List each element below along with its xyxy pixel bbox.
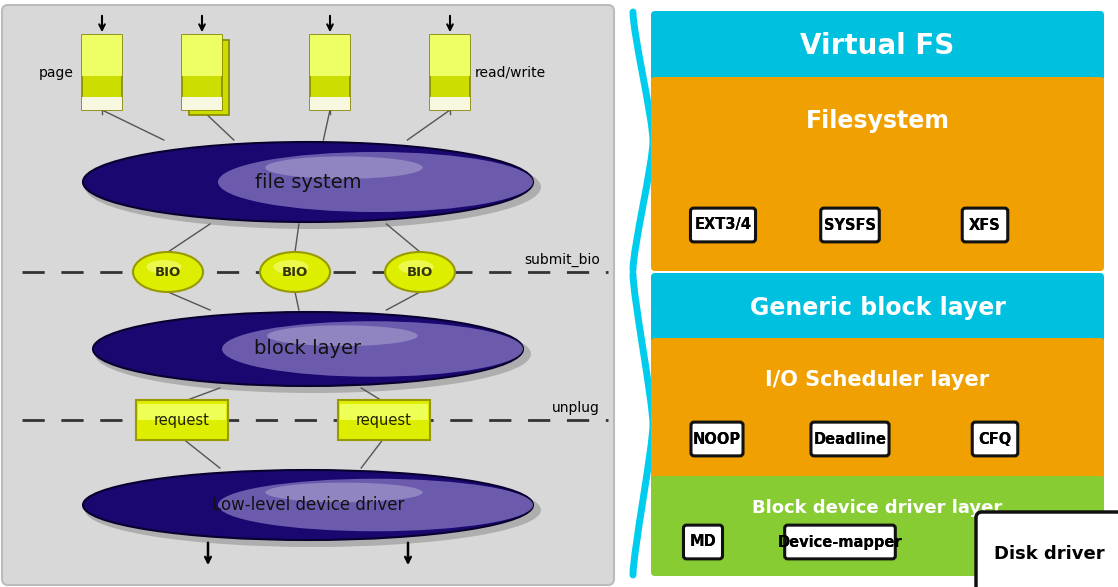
FancyBboxPatch shape — [82, 96, 122, 110]
Ellipse shape — [85, 145, 541, 229]
FancyBboxPatch shape — [976, 512, 1118, 587]
Text: page: page — [39, 66, 74, 79]
Text: BIO: BIO — [407, 265, 433, 278]
FancyBboxPatch shape — [138, 404, 226, 420]
Ellipse shape — [222, 321, 523, 377]
FancyBboxPatch shape — [182, 35, 222, 76]
Text: Disk driver: Disk driver — [994, 545, 1105, 563]
Text: Block device driver layer: Block device driver layer — [752, 499, 1003, 517]
FancyBboxPatch shape — [182, 35, 222, 110]
Text: CFQ: CFQ — [978, 431, 1012, 447]
Text: Low-level device driver: Low-level device driver — [211, 496, 405, 514]
Text: Deadline: Deadline — [814, 431, 887, 447]
Text: Deadline: Deadline — [814, 431, 887, 447]
FancyBboxPatch shape — [310, 35, 350, 76]
FancyBboxPatch shape — [310, 35, 350, 110]
Ellipse shape — [265, 483, 423, 502]
Ellipse shape — [265, 156, 423, 179]
Text: Device-mapper: Device-mapper — [778, 535, 902, 549]
FancyBboxPatch shape — [785, 525, 896, 559]
FancyBboxPatch shape — [821, 208, 879, 242]
FancyBboxPatch shape — [182, 96, 222, 110]
FancyBboxPatch shape — [963, 208, 1007, 242]
FancyBboxPatch shape — [136, 400, 228, 440]
FancyBboxPatch shape — [651, 11, 1103, 81]
FancyBboxPatch shape — [683, 525, 722, 559]
FancyBboxPatch shape — [430, 35, 470, 76]
Text: NOOP: NOOP — [693, 431, 741, 447]
Ellipse shape — [146, 260, 181, 274]
Ellipse shape — [83, 142, 533, 222]
Ellipse shape — [83, 470, 533, 540]
Text: unplug: unplug — [552, 401, 600, 415]
Text: CFQ: CFQ — [978, 431, 1012, 447]
FancyBboxPatch shape — [338, 400, 430, 440]
Text: Virtual FS: Virtual FS — [800, 32, 955, 60]
FancyBboxPatch shape — [430, 96, 470, 110]
Ellipse shape — [85, 473, 541, 547]
Text: MD: MD — [690, 535, 717, 549]
Text: I/O Scheduler layer: I/O Scheduler layer — [766, 370, 989, 390]
FancyBboxPatch shape — [340, 404, 428, 420]
FancyBboxPatch shape — [691, 208, 756, 242]
Text: submit_bio: submit_bio — [524, 253, 600, 267]
Text: request: request — [154, 413, 210, 427]
FancyBboxPatch shape — [651, 273, 1103, 343]
Ellipse shape — [95, 315, 531, 393]
Text: read/write: read/write — [475, 66, 546, 79]
Ellipse shape — [385, 252, 455, 292]
FancyBboxPatch shape — [651, 476, 1103, 576]
Text: XFS: XFS — [969, 218, 1001, 232]
Text: block layer: block layer — [255, 339, 361, 359]
FancyBboxPatch shape — [651, 77, 1103, 271]
Ellipse shape — [218, 152, 533, 212]
FancyBboxPatch shape — [189, 40, 229, 115]
FancyBboxPatch shape — [82, 35, 122, 110]
Text: file system: file system — [255, 173, 361, 191]
Text: Generic block layer: Generic block layer — [749, 296, 1005, 320]
Text: EXT3/4: EXT3/4 — [694, 218, 751, 232]
Ellipse shape — [398, 260, 434, 274]
FancyBboxPatch shape — [651, 338, 1103, 481]
Text: MD: MD — [690, 535, 717, 549]
Text: XFS: XFS — [969, 218, 1001, 232]
Ellipse shape — [93, 312, 523, 386]
FancyBboxPatch shape — [82, 35, 122, 76]
Ellipse shape — [133, 252, 203, 292]
Text: BIO: BIO — [282, 265, 309, 278]
Ellipse shape — [267, 325, 418, 346]
FancyBboxPatch shape — [430, 35, 470, 110]
Text: Filesystem: Filesystem — [805, 109, 949, 133]
Text: Device-mapper: Device-mapper — [778, 535, 902, 549]
Text: BIO: BIO — [155, 265, 181, 278]
FancyBboxPatch shape — [811, 422, 889, 456]
Text: EXT3/4: EXT3/4 — [694, 218, 751, 232]
Ellipse shape — [274, 260, 309, 274]
Text: SYSFS: SYSFS — [824, 218, 877, 232]
Ellipse shape — [218, 479, 533, 531]
FancyBboxPatch shape — [310, 96, 350, 110]
Text: NOOP: NOOP — [693, 431, 741, 447]
FancyBboxPatch shape — [691, 422, 743, 456]
FancyBboxPatch shape — [2, 5, 614, 585]
Text: request: request — [356, 413, 411, 427]
Text: SYSFS: SYSFS — [824, 218, 877, 232]
Ellipse shape — [260, 252, 330, 292]
FancyBboxPatch shape — [973, 422, 1017, 456]
